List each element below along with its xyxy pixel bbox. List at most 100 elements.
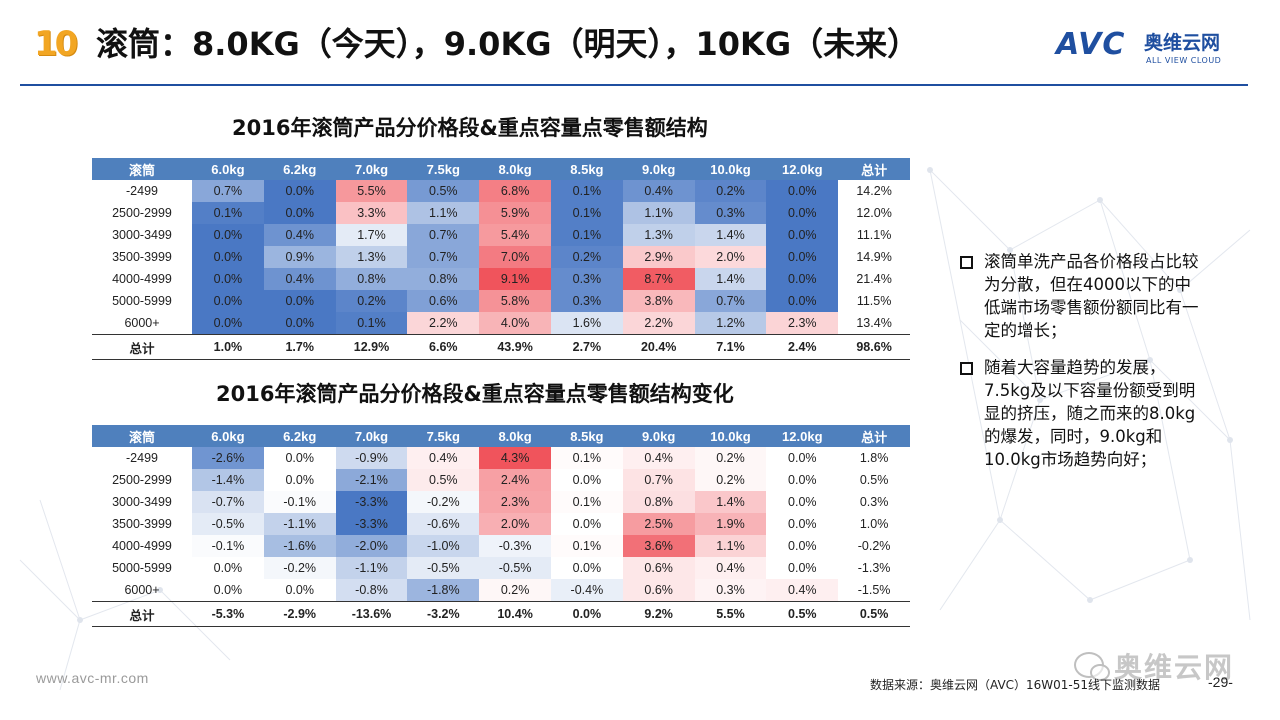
data-cell: 0.0% [263,447,336,469]
data-cell: 1.7% [335,224,408,246]
data-cell: -0.4% [550,579,623,602]
data-cell: 13.4% [856,316,892,330]
data-cell: 2.5% [622,513,695,535]
column-header: 总计 [838,425,910,447]
data-cell: 2.3% [766,312,839,335]
row-label: 2500-2999 [112,206,172,220]
total-row: 总计 -5.3% -2.9% -13.6% -3.2% 10.4% 0.0% 9.2% 5.5%… [92,601,910,627]
total-cell: 98.6% [838,334,910,360]
data-cell: -1.8% [407,579,480,602]
data-cell: 0.5% [407,180,480,202]
total-cell: 10.4% [479,601,551,627]
data-cell: 11.1% [856,228,892,242]
table-row: 2500-2999 0.1% 0.0% 3.3% 1.1% 5.9% 0.1% 1.1% 0.3… [92,202,910,224]
total-cell: -5.3% [192,601,264,627]
table-row: 5000-5999 0.0% 0.0% 0.2% 0.6% 5.8% 0.3% 3.8% 0.7… [92,290,910,312]
square-bullet-icon [960,256,973,269]
data-cell: 6.8% [479,180,551,202]
data-cell: 0.0% [192,246,264,268]
data-cell: -0.5% [192,513,264,535]
column-header: 6.2kg [263,158,336,180]
data-cell: 0.6% [622,557,695,579]
data-cell: 0.0% [192,224,264,246]
total-cell: 9.2% [622,601,695,627]
data-cell: 0.0% [550,469,623,491]
data-cell: 5.8% [479,290,551,312]
total-cell: -2.9% [263,601,336,627]
data-cell: 0.5% [859,473,889,487]
commentary-item: 随着大容量趋势的发展，7.5kg及以下容量份额受到明显的挤压，随之而来的8.0k… [960,356,1200,471]
row-label: -2499 [126,184,158,198]
data-cell: 0.2% [479,579,551,602]
data-cell: 0.0% [766,268,839,290]
data-cell: 0.0% [766,491,839,513]
table-row: 3000-3499 0.0% 0.4% 1.7% 0.7% 5.4% 0.1% 1.3% 1.4… [92,224,910,246]
data-cell: 0.4% [407,447,480,469]
data-cell: 3.8% [622,290,695,312]
data-cell: -0.3% [479,535,551,557]
column-header: 10.0kg [694,158,767,180]
data-cell: 0.6% [622,579,695,602]
data-cell: 0.0% [192,268,264,290]
logo-mark: AVC [1056,27,1126,62]
data-cell: 1.8% [859,451,889,465]
data-cell: 14.2% [856,184,892,198]
data-cell: 0.2% [550,246,623,268]
column-header: 7.5kg [407,158,480,180]
page-number: -29- [1208,674,1233,690]
data-cell: 0.0% [192,579,264,602]
data-cell: 2.3% [479,491,551,513]
data-cell: 1.2% [694,312,767,335]
data-cell: -0.5% [407,557,480,579]
total-cell: -13.6% [335,601,408,627]
data-cell: 0.7% [407,246,480,268]
data-cell: 3.3% [335,202,408,224]
data-cell: 1.6% [550,312,623,335]
total-cell: 0.0% [550,601,623,627]
data-cell: 0.4% [766,579,839,602]
data-cell: 1.9% [694,513,767,535]
data-cell: 8.7% [622,268,695,290]
data-cell: 0.0% [766,202,839,224]
data-cell: 0.1% [550,180,623,202]
total-cell: 1.0% [192,334,264,360]
data-cell: 0.0% [192,290,264,312]
section-number-badge: 10 [34,24,78,64]
commentary-item: 滚筒单洗产品各价格段占比较为分散，但在4000以下的中低端市场零售额份额同比有一… [960,250,1200,342]
wechat-icon [1074,652,1110,681]
data-cell: 0.0% [263,469,336,491]
row-label: 6000+ [124,316,160,330]
data-cell: 1.1% [407,202,480,224]
data-cell: 0.0% [766,180,839,202]
column-header: 总计 [838,158,910,180]
data-cell: 0.9% [263,246,336,268]
data-cell: 1.1% [622,202,695,224]
table1-title: 2016年滚筒产品分价格段&重点容量点零售额结构 [232,116,708,140]
total-cell: 7.1% [694,334,767,360]
data-cell: 0.0% [766,535,839,557]
data-cell: 2.2% [622,312,695,335]
data-cell: -0.2% [407,491,480,513]
data-cell: 0.1% [550,535,623,557]
data-cell: 5.9% [479,202,551,224]
column-header: 8.5kg [550,158,623,180]
data-cell: -0.1% [263,491,336,513]
row-label: 3500-3999 [112,250,172,264]
data-cell: 5.4% [479,224,551,246]
data-cell: 0.4% [263,224,336,246]
data-cell: 11.5% [856,294,892,308]
data-cell: 5.5% [335,180,408,202]
data-cell: -3.3% [335,491,408,513]
row-label: 5000-5999 [112,294,172,308]
data-cell: -0.6% [407,513,480,535]
table-row: 4000-4999 -0.1% -1.6% -2.0% -1.0% -0.3% 0.1% 3.… [92,535,910,557]
column-header: 7.0kg [335,425,408,447]
data-cell: 0.0% [766,447,839,469]
data-cell: 1.1% [694,535,767,557]
data-cell: 12.0% [856,206,892,220]
commentary-text: 滚筒单洗产品各价格段占比较为分散，但在4000以下的中低端市场零售额份额同比有一… [984,252,1199,340]
table-row: 6000+ 0.0% 0.0% 0.1% 2.2% 4.0% 1.6% 2.2% 1.2% 2.3… [92,312,910,335]
data-cell: 1.4% [694,224,767,246]
total-cell: 43.9% [479,334,551,360]
